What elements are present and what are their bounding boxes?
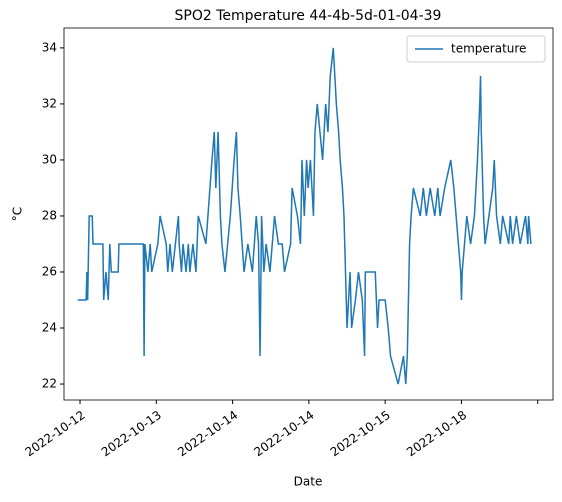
y-axis-label: °C xyxy=(11,207,25,221)
y-tick-label: 22 xyxy=(42,377,57,391)
y-tick-label: 32 xyxy=(42,96,57,110)
x-tick-label: 2022-10-13 xyxy=(99,408,164,459)
x-tick-label: 2022-10-18 xyxy=(404,408,469,459)
line xyxy=(77,47,532,385)
x-tick-label: 2022-10-14 xyxy=(251,408,316,459)
y-tick-label: 30 xyxy=(42,152,57,166)
x-tick-label: 2022-10-15 xyxy=(328,408,393,459)
plot-frame xyxy=(63,27,554,401)
y-tick-label: 28 xyxy=(42,208,57,222)
legend-box xyxy=(406,35,546,63)
y-tick-label: 34 xyxy=(42,40,57,54)
legend-label: temperature xyxy=(451,42,526,56)
x-axis-label: Date xyxy=(294,475,323,489)
y-tick-label: 26 xyxy=(42,264,57,278)
chart-title: SPO2 Temperature 44-4b-5d-01-04-39 xyxy=(175,8,442,24)
x-tick-label: 2022-10-14 xyxy=(175,408,240,459)
x-tick-label: 2022-10-12 xyxy=(23,408,88,459)
y-tick-label: 24 xyxy=(42,321,57,335)
